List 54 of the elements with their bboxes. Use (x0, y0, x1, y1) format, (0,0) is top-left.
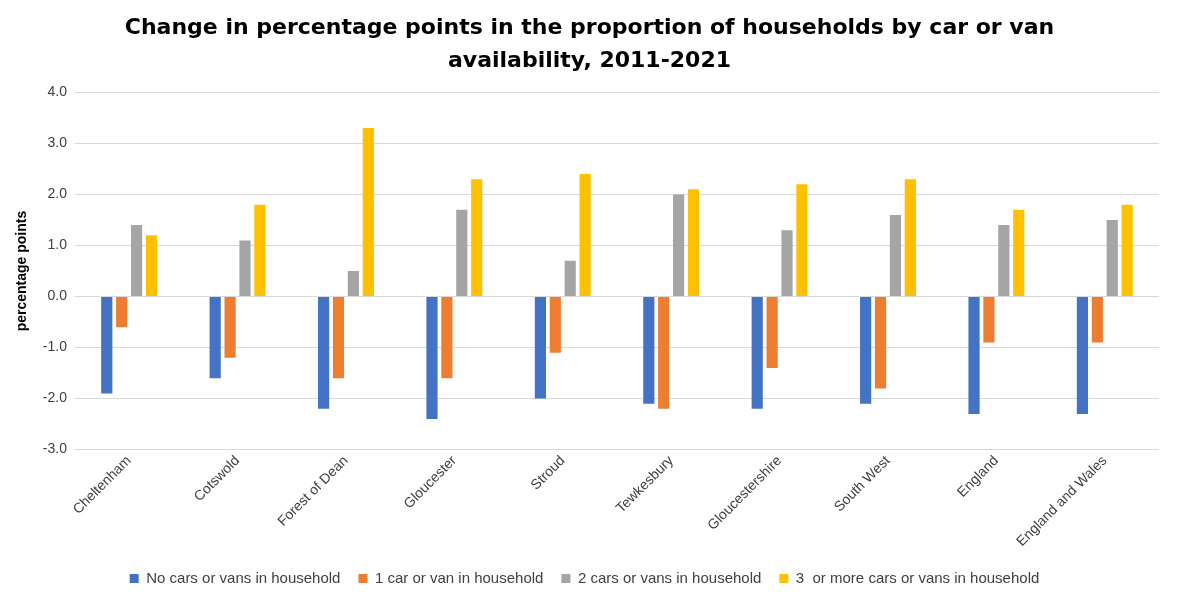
y-tick-label: 1.0 (47, 236, 68, 253)
bar (1013, 209, 1025, 297)
bar (426, 297, 438, 420)
bar (673, 194, 685, 297)
y-tick-label: 3.0 (47, 134, 68, 151)
y-tick-label: 2.0 (47, 185, 68, 202)
bar (317, 297, 330, 409)
bar (362, 128, 374, 297)
chart-title: Change in percentage points in the proportion of households by car or van availability, 2011-2021 (123, 13, 1056, 74)
bar (549, 297, 561, 353)
y-tick-label: 0.0 (47, 287, 68, 304)
y-axis-title: percentage points (13, 210, 30, 332)
y-tick-label: -3.0 (42, 440, 68, 457)
bar (564, 260, 576, 297)
bar (101, 297, 113, 394)
bar (534, 297, 546, 399)
bar (1091, 297, 1103, 343)
bar (1121, 204, 1133, 297)
bar (860, 297, 872, 404)
bar (889, 214, 902, 297)
bar (983, 297, 995, 343)
bar (968, 297, 980, 414)
bar (766, 297, 778, 368)
bar (643, 297, 655, 404)
legend-label: 3 or more cars or vans in household (795, 568, 1040, 586)
bar (347, 271, 359, 297)
bar (796, 184, 808, 297)
bar (658, 297, 670, 409)
bar (998, 225, 1010, 297)
y-tick-label: -1.0 (42, 338, 68, 355)
legend-label: No cars or vans in household (146, 568, 341, 586)
bar (116, 297, 128, 328)
bar (130, 225, 143, 297)
bar (239, 240, 251, 297)
bar (332, 297, 345, 379)
bar (781, 230, 793, 297)
bar (579, 174, 591, 297)
bar (1106, 219, 1118, 297)
bar (224, 297, 236, 358)
bar (687, 189, 700, 297)
y-tick-label: -2.0 (42, 389, 68, 406)
bar (441, 297, 453, 379)
y-tick-label: 4.0 (47, 83, 68, 100)
bar (145, 235, 158, 297)
bar (751, 297, 763, 409)
bar (456, 209, 468, 297)
bar (904, 179, 916, 297)
bar (254, 204, 266, 297)
bar (1076, 297, 1089, 414)
bar (209, 297, 221, 379)
bar (874, 297, 887, 389)
legend-label: 2 cars or vans in household (577, 568, 762, 586)
bar (471, 179, 483, 297)
legend-label: 1 car or van in household (374, 568, 544, 586)
